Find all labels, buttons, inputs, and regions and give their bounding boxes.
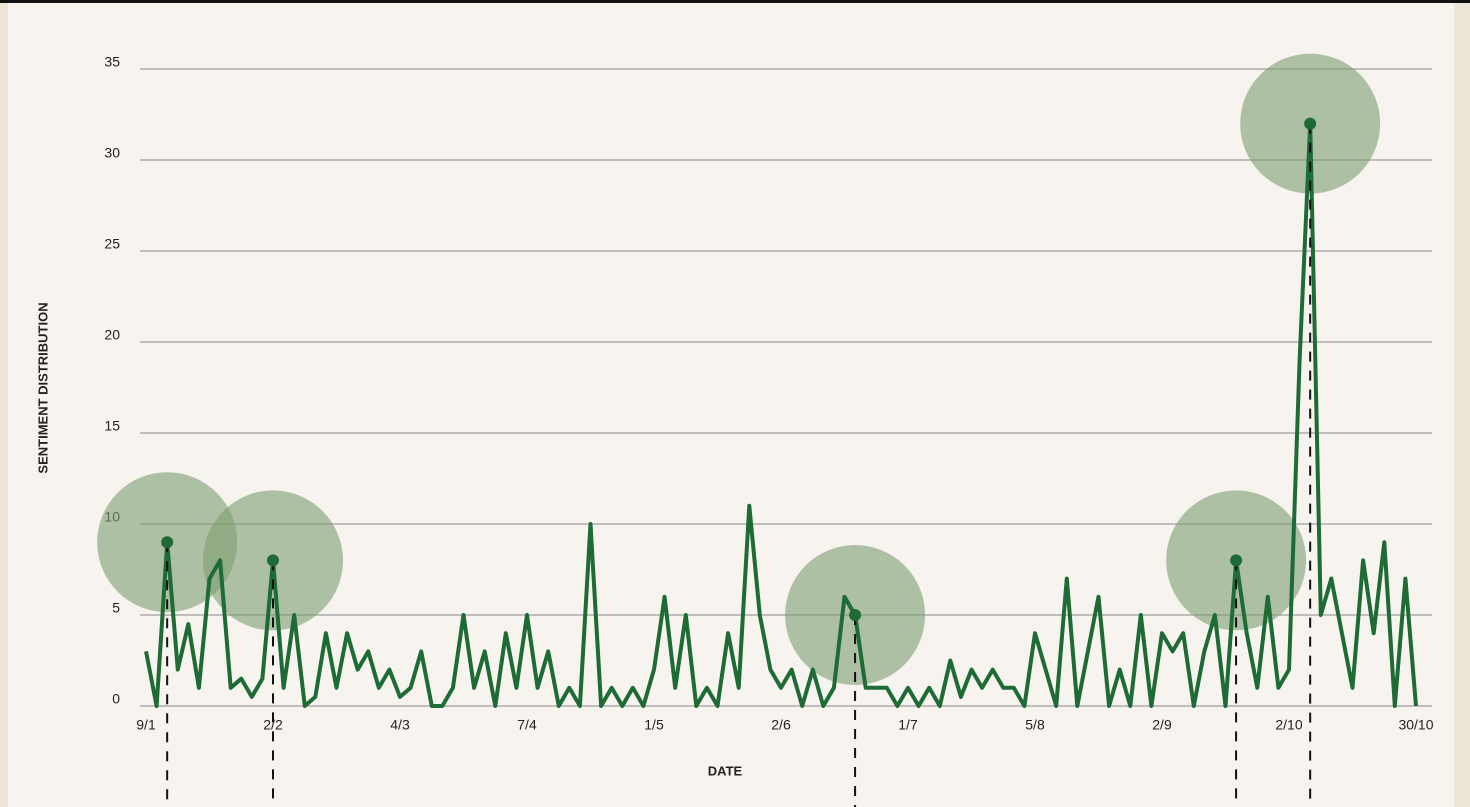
y-axis-title: SENTIMENT DISTRIBUTION — [35, 302, 50, 473]
x-tick-label: 9/1 — [136, 717, 156, 733]
x-tick-label: 5/8 — [1025, 717, 1045, 733]
highlight-dot — [1304, 117, 1317, 130]
x-tick-label: 1/5 — [644, 717, 664, 733]
y-tick-label: 30 — [104, 145, 120, 161]
y-tick-label: 35 — [104, 54, 120, 70]
highlight-dot — [161, 536, 174, 549]
y-tick-label: 20 — [104, 327, 120, 343]
x-tick-label: 1/7 — [898, 717, 918, 733]
x-tick-label: 30/10 — [1398, 717, 1433, 733]
y-tick-label: 0 — [112, 691, 120, 707]
highlight-dot — [849, 609, 862, 621]
x-axis-title: DATE — [708, 763, 743, 778]
x-tick-label: 2/10 — [1275, 717, 1302, 733]
y-tick-label: 5 — [112, 600, 120, 616]
x-tick-label: 4/3 — [390, 717, 410, 733]
x-tick-label: 2/6 — [771, 717, 791, 733]
highlight-dot — [267, 554, 279, 567]
y-tick-label: 25 — [104, 236, 120, 252]
plot-background — [8, 3, 1454, 807]
x-tick-label: 7/4 — [517, 717, 537, 733]
x-tick-label: 2/2 — [263, 717, 283, 733]
highlight-dot — [1230, 554, 1243, 567]
y-tick-label: 15 — [104, 418, 120, 434]
top-bar — [0, 0, 1470, 3]
x-tick-label: 2/9 — [1152, 717, 1172, 733]
line — [144, 121, 1418, 708]
